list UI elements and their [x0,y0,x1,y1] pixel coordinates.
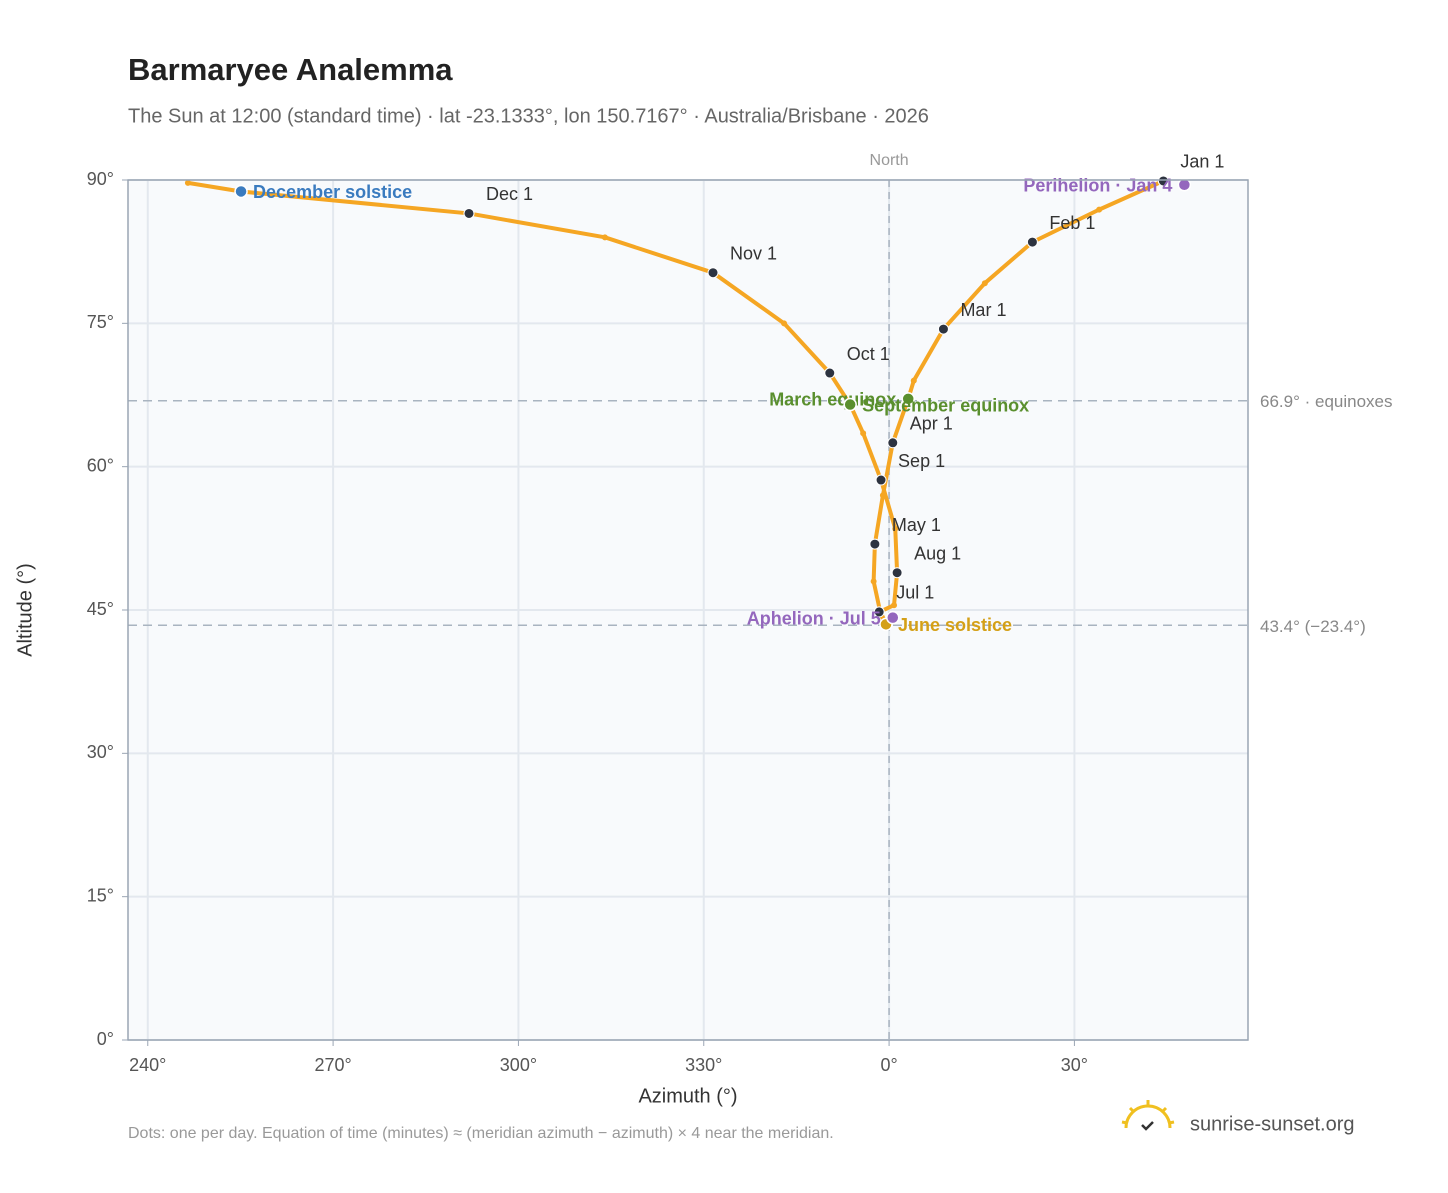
month-label: Mar 1 [960,300,1006,320]
y-tick-label: 0° [97,1029,114,1049]
y-tick-label: 15° [87,885,114,905]
event-label: September equinox [862,395,1029,415]
month-label: Feb 1 [1049,213,1095,233]
day-dot [891,602,898,609]
month-marker [873,606,885,618]
x-tick-label: 300° [500,1055,537,1075]
month-marker [1026,236,1038,248]
x-axis-label: Azimuth (°) [638,1085,737,1107]
month-label: Oct 1 [847,344,890,364]
month-marker [887,437,899,449]
event-label: March equinox [769,390,896,410]
month-label: Nov 1 [730,243,777,263]
month-marker [891,567,903,579]
event-marker [901,392,915,406]
chart-subtitle: The Sun at 12:00 (standard time) · lat -… [128,105,929,127]
month-marker [824,367,836,379]
y-axis-label: Altitude (°) [14,563,36,657]
day-dot [879,492,886,499]
x-tick-label: 30° [1061,1055,1088,1075]
x-tick-label: 0° [880,1055,897,1075]
reference-label: 43.4° (−23.4°) [1260,617,1366,636]
day-dot [1096,206,1103,213]
day-dot [870,578,877,585]
month-label: Jan 1 [1180,152,1224,172]
y-tick-label: 45° [87,599,114,619]
brand-logo [1121,1100,1175,1131]
x-tick-label: 240° [129,1055,166,1075]
event-marker [234,184,248,199]
y-tick-label: 75° [87,312,114,332]
day-dot [981,280,988,287]
reference-label: 66.9° · equinoxes [1260,392,1393,411]
x-tick-label: 270° [314,1055,351,1075]
event-label: Perihelion · Jan 4 [1023,176,1172,196]
month-label: Dec 1 [486,184,533,204]
month-marker [1157,175,1169,187]
y-tick-label: 60° [87,455,114,475]
x-tick-label: 330° [685,1055,722,1075]
month-label: Aug 1 [914,543,961,563]
month-label: Jul 1 [896,583,934,603]
event-label: Aphelion · Jul 5 [747,608,881,628]
day-dot [601,234,608,241]
event-label: December solstice [253,182,412,202]
month-label: Apr 1 [910,414,953,434]
month-marker [875,474,887,486]
month-label: Sep 1 [898,451,945,471]
y-tick-label: 30° [87,742,114,762]
chart-title: Barmaryee Analemma [128,52,453,87]
north-label: North [870,152,909,169]
footnote: Dots: one per day. Equation of time (min… [128,1125,834,1142]
y-tick-label: 90° [87,169,114,189]
event-label: June solstice [898,615,1012,635]
month-label: May 1 [892,515,941,535]
day-dot [781,320,788,327]
month-marker [869,538,881,550]
day-dot [910,377,917,384]
day-dot [184,179,191,186]
event-marker [886,610,900,625]
event-marker [843,397,857,412]
month-marker [707,267,719,279]
brand: sunrise-sunset.org [1190,1113,1355,1135]
day-dot [860,430,867,437]
event-marker [1177,178,1192,192]
month-marker [463,207,475,219]
day-dot [892,525,899,532]
month-marker [937,323,949,335]
